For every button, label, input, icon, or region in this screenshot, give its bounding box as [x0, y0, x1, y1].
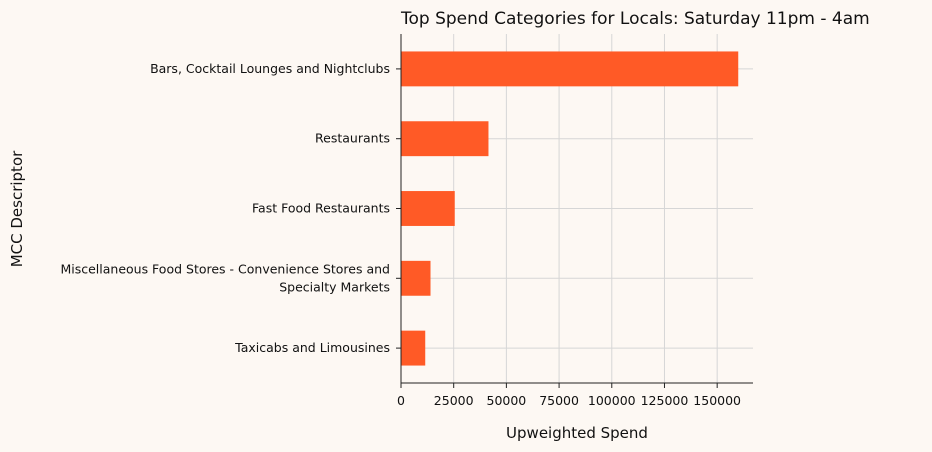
bar — [401, 121, 489, 157]
x-tick-label: 100000 — [588, 393, 636, 408]
bar — [401, 330, 426, 366]
y-axis-title: MCC Descriptor — [8, 150, 26, 267]
category-label: Specialty Markets — [279, 279, 390, 294]
category-label: Fast Food Restaurants — [252, 201, 390, 216]
category-label: Restaurants — [315, 131, 390, 146]
category-label: Miscellaneous Food Stores - Convenience … — [60, 261, 390, 276]
x-tick-label: 0 — [397, 393, 405, 408]
labels: 0 25000 50000 75000 100000 125000 150000 Bars, … — [60, 61, 741, 408]
chart-title: Top Spend Categories for Locals: Saturda… — [400, 9, 870, 29]
x-tick-label: 125000 — [641, 393, 689, 408]
grid-lines — [400, 34, 753, 383]
x-axis-title: Upweighted Spend — [506, 424, 648, 442]
bar — [401, 260, 431, 296]
x-tick-label: 25000 — [434, 393, 474, 408]
category-label: Bars, Cocktail Lounges and Nightclubs — [150, 61, 390, 76]
bars — [401, 51, 739, 366]
bar — [401, 191, 455, 226]
axes — [396, 34, 753, 388]
x-tick-label: 150000 — [693, 393, 741, 408]
x-tick-label: 75000 — [539, 393, 579, 408]
x-tick-label: 50000 — [487, 393, 527, 408]
category-label: Taxicabs and Limousines — [234, 340, 390, 355]
bar — [401, 51, 739, 87]
